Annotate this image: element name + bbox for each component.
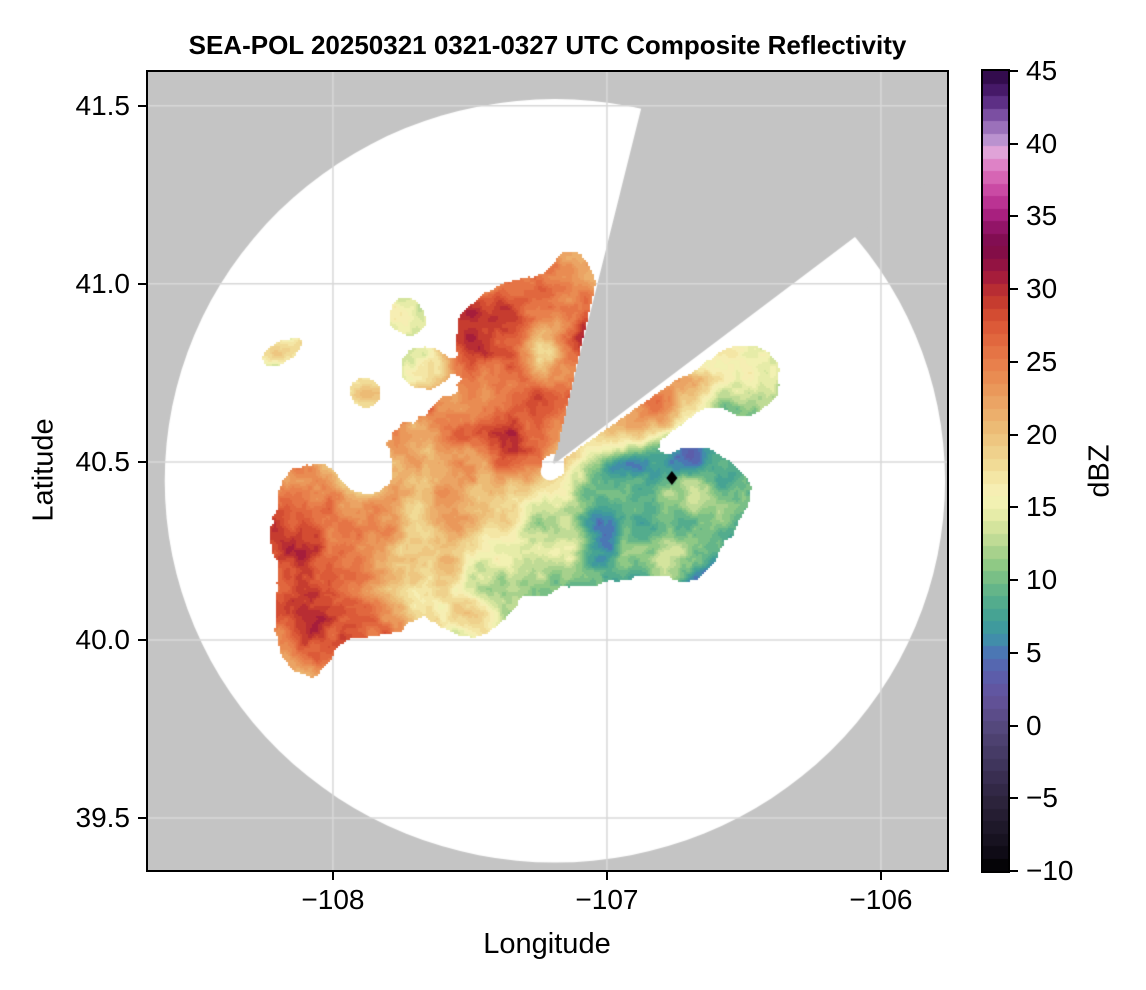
colorbar-tick-mark bbox=[1010, 433, 1018, 436]
colorbar-tick-label: 40 bbox=[1026, 127, 1058, 159]
colorbar-tick-mark bbox=[1010, 579, 1018, 582]
colorbar-canvas bbox=[983, 71, 1008, 871]
radar-plot-canvas bbox=[148, 72, 947, 870]
colorbar-tick-mark bbox=[1010, 651, 1018, 654]
colorbar-tick-mark bbox=[1010, 70, 1018, 72]
colorbar-tick-label: 5 bbox=[1026, 636, 1042, 668]
y-tick-label: 41.0 bbox=[75, 267, 131, 299]
y-axis-label: Latitude bbox=[27, 418, 60, 522]
page-title: SEA-POL 20250321 0321-0327 UTC Composite… bbox=[188, 30, 907, 60]
x-tick-mark bbox=[605, 872, 608, 880]
x-tick-label: −108 bbox=[301, 884, 365, 915]
colorbar-tick-label: 0 bbox=[1026, 709, 1042, 741]
colorbar-axis-label: dBZ bbox=[1083, 444, 1116, 498]
colorbar-tick-label: −5 bbox=[1026, 782, 1058, 814]
colorbar-tick-mark bbox=[1010, 797, 1018, 800]
colorbar-tick-mark bbox=[1010, 360, 1018, 363]
y-tick-mark bbox=[138, 817, 146, 819]
colorbar-tick-label: 45 bbox=[1026, 55, 1058, 86]
y-tick-mark bbox=[138, 282, 146, 285]
y-tick-mark bbox=[138, 638, 146, 641]
colorbar-tick-label: 10 bbox=[1026, 564, 1058, 596]
x-axis-label: Longitude bbox=[483, 928, 611, 960]
y-tick-mark bbox=[138, 460, 146, 463]
colorbar-tick-mark bbox=[1010, 870, 1018, 872]
y-tick-mark bbox=[138, 104, 146, 107]
colorbar-tick-label: 30 bbox=[1026, 273, 1058, 305]
colorbar-tick-mark bbox=[1010, 142, 1018, 145]
colorbar-tick-label: 25 bbox=[1026, 345, 1058, 377]
y-tick-label: 40.5 bbox=[75, 445, 131, 477]
colorbar-frame bbox=[981, 69, 1010, 873]
colorbar-tick-mark bbox=[1010, 724, 1018, 727]
colorbar-tick-label: 20 bbox=[1026, 418, 1058, 450]
y-tick-label: 39.5 bbox=[75, 802, 131, 833]
plot-frame bbox=[146, 70, 949, 872]
colorbar-tick-mark bbox=[1010, 288, 1018, 291]
y-tick-label: 41.5 bbox=[75, 89, 131, 121]
x-tick-label: −107 bbox=[575, 884, 639, 915]
colorbar-tick-mark bbox=[1010, 506, 1018, 509]
x-tick-label: −106 bbox=[849, 884, 913, 915]
colorbar-tick-label: 15 bbox=[1026, 491, 1058, 523]
x-tick-mark bbox=[879, 872, 882, 880]
colorbar-tick-label: −10 bbox=[1026, 855, 1074, 886]
colorbar-tick-label: 35 bbox=[1026, 200, 1058, 232]
y-tick-label: 40.0 bbox=[75, 623, 131, 655]
x-tick-mark bbox=[331, 872, 334, 880]
colorbar-tick-mark bbox=[1010, 215, 1018, 218]
